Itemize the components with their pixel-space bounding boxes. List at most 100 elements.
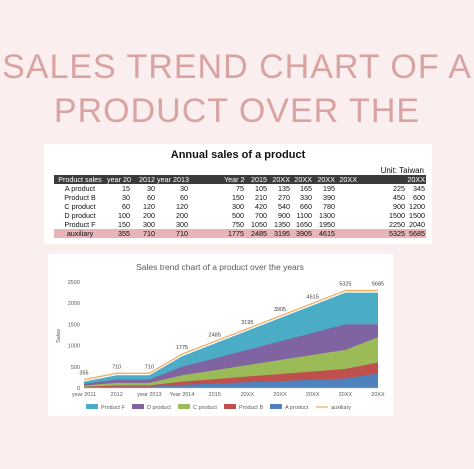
table-header-cell: 20XX [313,175,336,184]
table-cell: 120 [143,202,155,211]
chart-card: Sales trend chart of a product over the … [48,254,393,416]
table-cell: 300 [143,220,155,229]
legend-label: auxiliary [331,405,351,411]
y-tick-label: 500 [71,365,80,371]
table-cell: 75 [236,184,244,193]
table-header-cell: 20XX [406,175,426,184]
table-cell: 5325 [382,229,406,238]
table-cell: 100 [118,211,130,220]
auxiliary-line [83,290,378,381]
x-tick-label: 20XX [273,392,287,398]
table-cell: 1775 [223,229,245,238]
table-header-cell: 20XX [268,175,291,184]
table-cell [358,220,382,229]
table-cell [358,202,382,211]
y-tick-label: 1000 [68,344,80,350]
table-cell: 1950 [319,220,335,229]
x-tick-label: 20XX [339,392,353,398]
data-table-card: Annual sales of a product Unit: Taiwan P… [44,144,432,244]
legend-swatch [86,404,98,409]
table-header-cell [382,175,406,184]
table-cell: 1200 [409,202,425,211]
table-cell: 3905 [291,229,313,238]
y-tick-label: 0 [77,386,80,392]
table-cell: 900 [393,202,405,211]
table-cell [189,211,223,220]
table-cell: 780 [323,202,335,211]
data-label: 355 [79,371,88,377]
table-cell: 330 [300,193,312,202]
table-cell: 2485 [245,229,268,238]
table-cell: 105 [255,184,267,193]
table-cell: 15 [122,184,130,193]
data-label: 3195 [241,320,253,326]
row-label: auxiliary [54,229,106,238]
y-tick-label: 2500 [68,280,80,286]
data-label: 1775 [176,345,188,351]
table-cell [358,211,382,220]
row-label: Product B [64,193,96,202]
table-header-cell: year 2011 [106,175,131,184]
data-label: 4615 [307,294,319,300]
row-label: C product [64,202,96,211]
data-label: 5325 [339,282,351,288]
x-tick-label: 2015 [209,392,221,398]
table-header-cell: 20XX [291,175,313,184]
table-cell: 150 [232,193,244,202]
legend-label: Product B [239,405,263,411]
table-cell [358,229,382,238]
table-cell: 390 [323,193,335,202]
y-axis-label: Sales [56,329,62,343]
table-header-cell [189,175,223,184]
table-cell: 210 [255,193,267,202]
table-cell: 1350 [274,220,290,229]
table-cell: 2040 [409,220,425,229]
table-cell: 60 [147,193,155,202]
data-label: 5685 [372,282,384,288]
banner-title-line1: SALES TREND CHART OF A [2,48,472,86]
x-tick-label: 20XX [241,392,255,398]
table-row: Product F 150 300 300 750 1050 1350 1650 1950 225… [54,220,426,229]
table-cell: 420 [255,202,267,211]
area-a-product [84,373,378,388]
table-cell [358,193,382,202]
table-cell [189,202,223,211]
table-cell: 710 [131,229,156,238]
x-tick-label: Year 2014 [170,392,195,398]
unit-label: Unit: Taiwan [380,166,424,175]
table-row: A product 15 30 30 75 105 135 165 195 225 345 [54,184,426,193]
table-cell: 1100 [296,211,312,220]
table-cell: 1050 [251,220,267,229]
table-cell: 1500 [389,211,405,220]
table-cell: 345 [413,184,425,193]
table-cell: 4615 [313,229,336,238]
table-cell: 600 [413,193,425,202]
table-cell: 540 [278,202,290,211]
table-cell: 165 [300,184,312,193]
legend-label: C product [193,405,217,411]
x-tick-label: 2012 [111,392,123,398]
table-cell: 200 [176,211,188,220]
table-header-cell: 2012 [131,175,156,184]
table-row: Product B 30 60 60 150 210 270 330 390 450 600 [54,193,426,202]
chart-title: Sales trend chart of a product over the … [136,262,304,272]
table-row: D product 100 200 200 500 700 900 1100 1300 1500 1… [54,211,426,220]
table-cell: 900 [278,211,290,220]
table-cell: 120 [176,202,188,211]
table-cell: 1500 [409,211,425,220]
legend-label: Product F [101,405,125,411]
table-cell: 750 [232,220,244,229]
table-cell: 135 [278,184,290,193]
row-label: A product [64,184,96,193]
table-cell: 355 [106,229,131,238]
x-tick-label: 20XX [371,392,385,398]
table-cell: 30 [147,184,155,193]
table-header-cell: year 2013 [156,175,189,184]
table-header-cell: Year 2014 [223,175,245,184]
table-cell [189,193,223,202]
legend-swatch [224,404,236,409]
data-label: 710 [145,364,154,370]
table-header-cell: 2015 [245,175,268,184]
table-cell [189,184,223,193]
